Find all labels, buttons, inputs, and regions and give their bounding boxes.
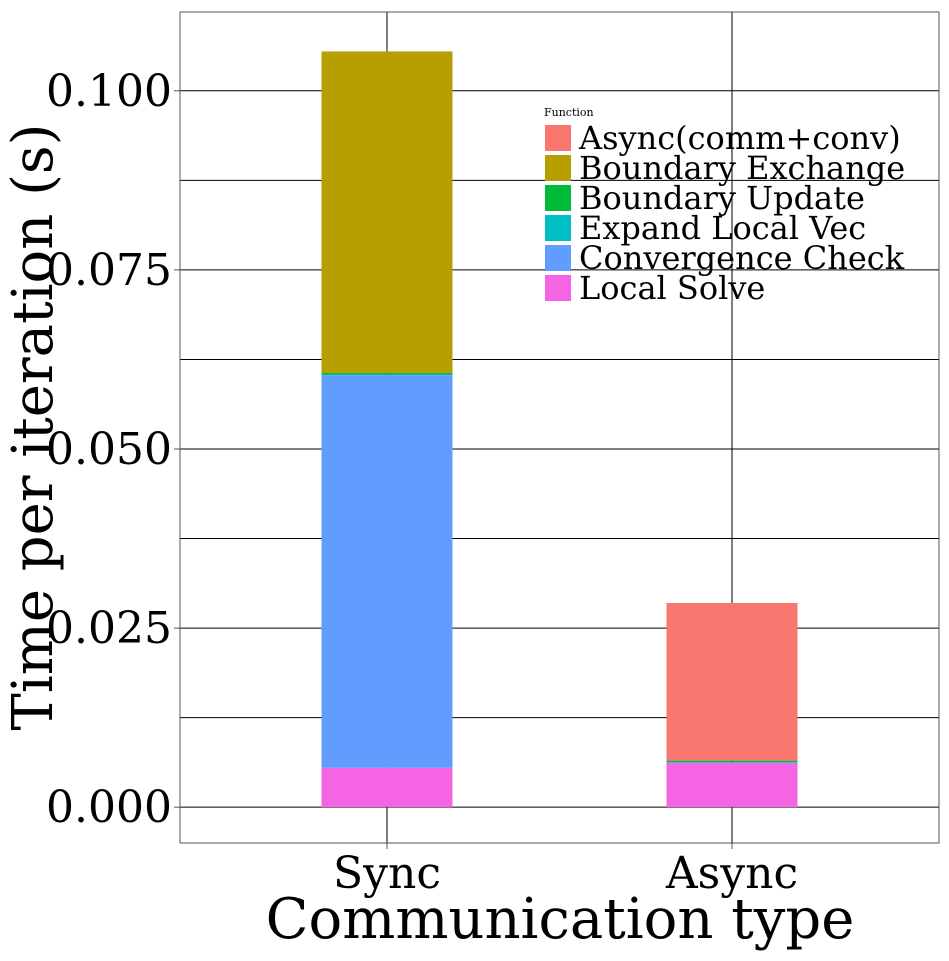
legend-label: Local Solve — [579, 269, 765, 307]
bar-segment — [321, 373, 453, 375]
legend-label: Async(comm+conv) — [578, 119, 901, 157]
legend-label: Expand Local Vec — [579, 209, 866, 247]
legend-key — [545, 125, 571, 151]
y-axis-title: Time per iteration (s) — [1, 123, 66, 730]
bars — [321, 51, 798, 808]
legend-key — [545, 275, 571, 301]
bar-segment — [321, 767, 453, 808]
y-tick-label: 0.025 — [46, 603, 172, 654]
legend-label: Boundary Update — [579, 179, 865, 217]
x-axis-ticks: Sync Async — [333, 843, 798, 899]
plot-panel-border — [179, 11, 940, 844]
y-tick-label: 0.100 — [46, 66, 172, 117]
bar-segment — [666, 762, 798, 808]
x-tick-label: Sync — [333, 848, 441, 899]
legend-label: Boundary Exchange — [579, 149, 905, 187]
y-tick-label: 0.075 — [46, 245, 172, 296]
legend-label: Convergence Check — [579, 239, 905, 277]
bar-segment — [321, 374, 453, 376]
y-tick-label: 0.050 — [46, 424, 172, 475]
legend: Function Async(comm+conv)Boundary Exchan… — [544, 106, 905, 307]
y-tick-label: 0.000 — [46, 782, 172, 833]
x-axis-title: Communication type — [266, 887, 855, 952]
bar-segment — [666, 762, 798, 763]
x-tick-label: Async — [665, 848, 798, 899]
bar-segment — [666, 603, 798, 761]
legend-key — [545, 155, 571, 181]
bar-segment — [321, 375, 453, 768]
bar-segment — [666, 760, 798, 763]
y-axis-ticks: 0.000 0.025 0.050 0.075 0.100 — [46, 66, 180, 833]
legend-key — [545, 245, 571, 271]
legend-title: Function — [544, 106, 594, 119]
legend-key — [545, 185, 571, 211]
legend-key — [545, 215, 571, 241]
bar-segment — [321, 51, 453, 374]
